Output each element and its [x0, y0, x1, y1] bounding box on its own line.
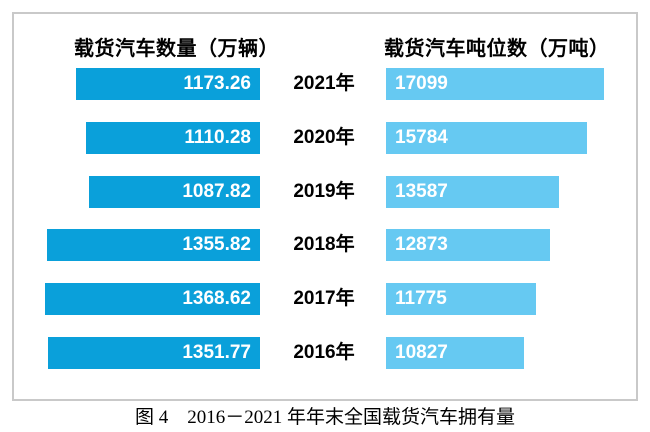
right-bar-2021: 17099 [386, 68, 604, 100]
year-label-2021: 2021年 [293, 73, 355, 94]
left-bar-2017: 1368.62 [45, 283, 260, 315]
year-label-2016: 2016年 [293, 342, 355, 363]
left-bar-2018: 1355.82 [47, 229, 260, 261]
year-label-2017: 2017年 [293, 288, 355, 309]
left-bar-2021: 1173.26 [76, 68, 260, 100]
right-bar-2019: 13587 [386, 176, 559, 208]
left-series-title: 载货汽车数量（万辆） [74, 38, 279, 60]
right-series-title: 载货汽车吨位数（万吨） [384, 38, 610, 60]
left-bar-2016: 1351.77 [48, 337, 260, 369]
left-bar-2020: 1110.28 [86, 122, 260, 154]
year-label-2018: 2018年 [293, 234, 355, 255]
year-label-2019: 2019年 [293, 181, 355, 202]
chart-panel: 载货汽车数量（万辆） 载货汽车吨位数（万吨） 1173.26 2021年 17099… [12, 12, 638, 401]
right-bar-2016: 10827 [386, 337, 524, 369]
right-bar-2018: 12873 [386, 229, 550, 261]
right-bar-2017: 11775 [386, 283, 536, 315]
year-label-2020: 2020年 [293, 127, 355, 148]
left-bar-2019: 1087.82 [89, 176, 260, 208]
right-bar-2020: 15784 [386, 122, 587, 154]
figure-caption: 图 4 2016－2021 年年末全国载货汽车拥有量 [134, 407, 515, 428]
